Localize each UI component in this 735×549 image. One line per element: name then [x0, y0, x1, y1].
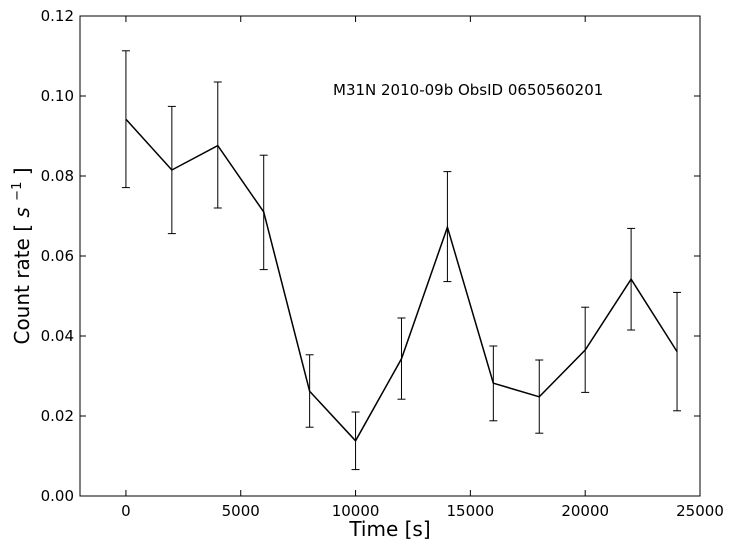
y-tick-label: 0.00 — [41, 487, 74, 505]
y-tick-label: 0.06 — [41, 247, 74, 265]
y-tick-label: 0.02 — [41, 407, 74, 425]
series-line — [125, 118, 678, 443]
error-bar — [121, 50, 130, 189]
x-tick-label: 20000 — [561, 502, 609, 520]
y-axis-label: Count rate [ s −1 ] — [2, 167, 34, 344]
y-axis-label-main: Count rate — [10, 238, 34, 344]
x-tick-label: 15000 — [447, 502, 495, 520]
plot-area — [80, 16, 700, 496]
x-tick-label: 5000 — [222, 502, 260, 520]
x-axis-ticks: 0 5000 10000 15000 20000 25000 — [121, 16, 724, 520]
y-axis-ticks: 0.00 0.02 0.04 0.06 0.08 0.10 0.12 — [41, 7, 700, 505]
y-tick-label: 0.12 — [41, 7, 74, 25]
y-axis-label-text: Count rate [ s −1 ] — [2, 167, 34, 344]
x-tick-label: 10000 — [332, 502, 380, 520]
series-line-group — [125, 118, 678, 443]
x-tick-label: 25000 — [676, 502, 724, 520]
y-axis-label-bracket-open: [ — [10, 224, 34, 232]
y-tick-label: 0.10 — [41, 87, 74, 105]
y-axis-label-bracket-close: ] — [10, 167, 34, 175]
y-axis-label-unit-exponent: −1 — [10, 182, 25, 201]
annotation: M31N 2010-09b ObsID 0650560201 — [333, 81, 603, 99]
x-tick-label: 0 — [121, 502, 131, 520]
y-axis-label-unit: s — [10, 207, 34, 217]
y-tick-label: 0.04 — [41, 327, 74, 345]
x-axis-label: Time [s] — [348, 517, 430, 541]
y-tick-label: 0.08 — [41, 167, 74, 185]
